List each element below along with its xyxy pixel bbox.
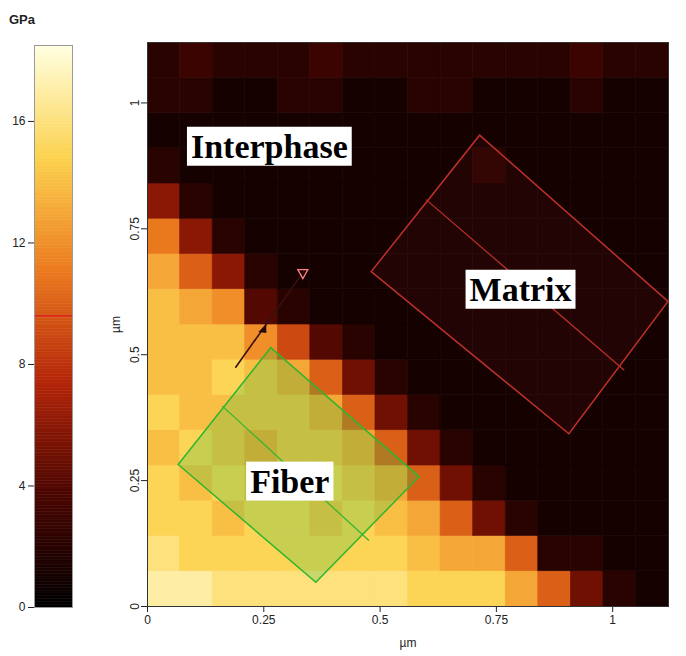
svg-text:0.5: 0.5 [372,613,389,627]
svg-text:16: 16 [12,114,26,128]
svg-text:Matrix: Matrix [470,271,572,308]
svg-text:0.75: 0.75 [128,217,142,241]
svg-text:0.25: 0.25 [252,613,276,627]
svg-text:8: 8 [19,357,26,371]
svg-text:1: 1 [128,99,142,106]
svg-text:GPa: GPa [9,12,36,27]
svg-text:Interphase: Interphase [191,128,348,165]
svg-text:4: 4 [19,479,26,493]
svg-text:µm: µm [109,316,123,333]
svg-text:1: 1 [609,613,616,627]
svg-text:0: 0 [144,613,151,627]
svg-text:Fiber: Fiber [250,463,329,500]
svg-text:12: 12 [12,236,26,250]
svg-text:µm: µm [400,636,417,650]
svg-text:0.75: 0.75 [485,613,509,627]
svg-text:0.25: 0.25 [128,469,142,493]
svg-text:0.5: 0.5 [128,346,142,363]
svg-text:0: 0 [128,603,142,610]
svg-text:0: 0 [19,600,26,614]
